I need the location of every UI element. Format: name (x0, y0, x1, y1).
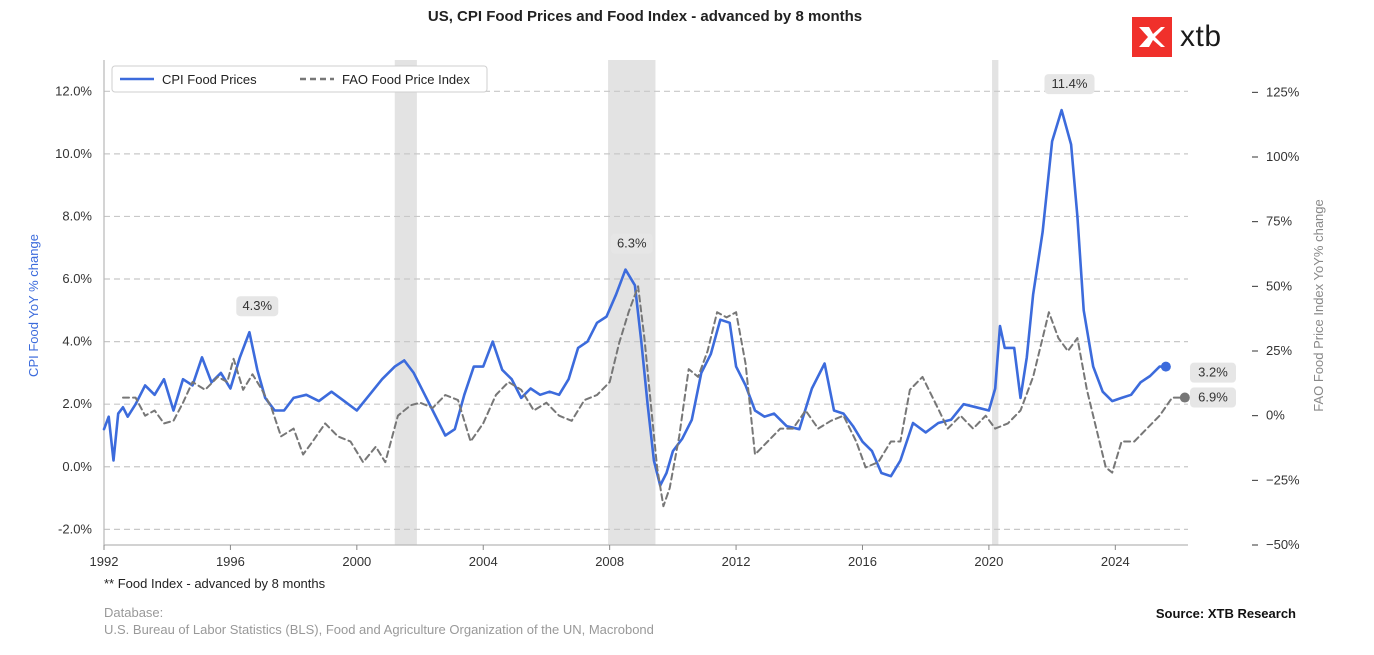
gridlines (104, 90, 1188, 530)
peak-value-badge (1044, 74, 1095, 95)
legend-entry: FAO Food Price Index (342, 72, 470, 87)
legend-entry: CPI Food Prices (162, 72, 257, 87)
x-tick-label: 2004 (469, 554, 498, 569)
recession-band (394, 60, 417, 545)
x-tick-label: 2008 (595, 554, 624, 569)
legend-box (111, 65, 488, 93)
end-point-marker (1160, 361, 1171, 372)
x-tick-label: 1996 (216, 554, 245, 569)
y-tick-label: 0.0% (62, 459, 92, 474)
end-value-badge (1190, 387, 1236, 408)
end-value-badge (1190, 362, 1236, 383)
y2-tick-label: 0% (1266, 408, 1285, 423)
brand-logo: xtb (1132, 16, 1222, 58)
x-tick-label: 1992 (90, 554, 119, 569)
end-value-label: 3.2% (1198, 365, 1228, 380)
y-tick-label: 12.0% (55, 83, 92, 98)
y2-tick-label: 75% (1266, 214, 1292, 229)
y2-tick-label: 25% (1266, 343, 1292, 358)
x-tick-label: 2016 (848, 554, 877, 569)
y2-tick-label: −50% (1266, 537, 1300, 552)
peak-value-label: 11.4% (1052, 76, 1088, 91)
recession-bands (394, 60, 999, 545)
peak-value-badge (236, 296, 279, 317)
database-label: Database: (104, 605, 164, 620)
series-lines (102, 108, 1186, 508)
y2-axis-label: FAO Food Price Index YoY% change (1311, 199, 1326, 411)
x-tick-label: 2012 (722, 554, 751, 569)
y-axis-label: CPI Food YoY % change (26, 234, 41, 377)
y-tick-label: 2.0% (62, 396, 92, 411)
x-tick-label: 2000 (342, 554, 371, 569)
chart-title: US, CPI Food Prices and Food Index - adv… (427, 8, 863, 25)
y2-tick-label: 100% (1266, 149, 1300, 164)
annotations: 4.3% 6.3% 11.4% 3.2% 6.9% (236, 74, 1236, 408)
xtb-logo-icon (1132, 17, 1172, 57)
y2-tick-label: −25% (1266, 472, 1300, 487)
footnote: ** Food Index - advanced by 8 months (104, 576, 326, 591)
legend: CPI Food Prices FAO Food Price Index (111, 65, 488, 93)
y-tick-label: 6.0% (62, 271, 92, 286)
y-tick-label: -2.0% (58, 521, 92, 536)
peak-value-label: 6.3% (617, 236, 647, 251)
recession-band (992, 60, 999, 545)
peak-value-label: 4.3% (242, 298, 272, 313)
end-point-marker (1179, 392, 1190, 403)
y-tick-label: 8.0% (62, 208, 92, 223)
y-tick-label: 4.0% (62, 334, 92, 349)
fao-food-index-line (122, 285, 1186, 508)
axes: -2.0% 0.0% 2.0% 4.0% 6.0% 8.0% 10.0% 12.0% −50% −… (26, 60, 1326, 569)
cpi-food-line (102, 108, 1168, 487)
database-sources: U.S. Bureau of Labor Statistics (BLS), F… (104, 622, 654, 637)
peak-value-badge (610, 233, 653, 254)
end-value-label: 6.9% (1198, 390, 1228, 405)
y2-tick-label: 125% (1266, 84, 1300, 99)
x-tick-label: 2020 (974, 554, 1003, 569)
y2-tick-label: 50% (1266, 278, 1292, 293)
y-tick-label: 10.0% (55, 146, 92, 161)
source-credit: Source: XTB Research (1155, 606, 1296, 621)
brand-name: xtb (1180, 20, 1222, 53)
x-tick-label: 2024 (1101, 554, 1130, 569)
